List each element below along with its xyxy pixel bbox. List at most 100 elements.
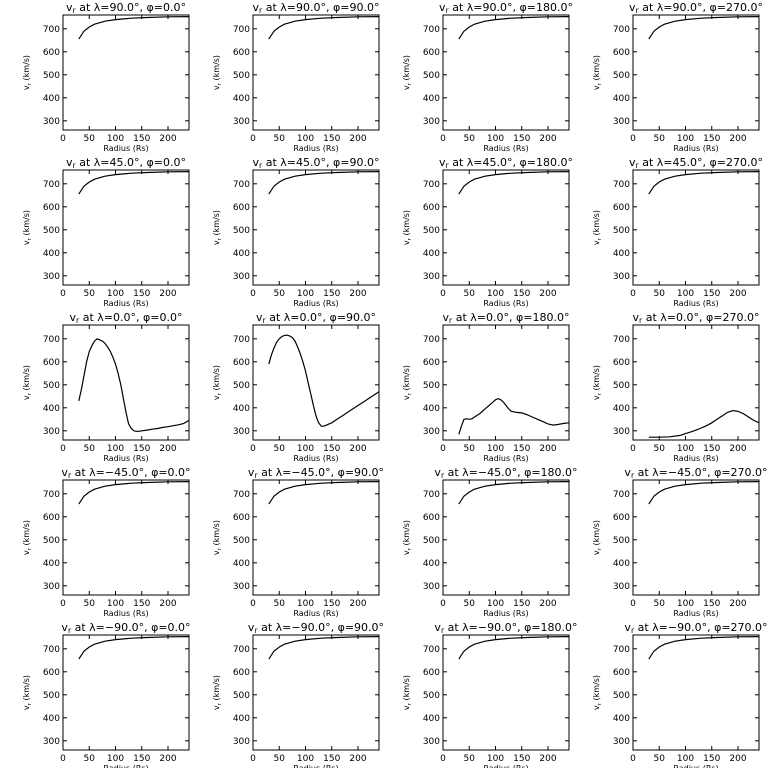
- plot-frame: [252, 479, 380, 596]
- y-tick-label: 500: [423, 536, 440, 546]
- y-tick-label: 600: [43, 48, 60, 58]
- y-tick-label: 600: [43, 668, 60, 678]
- x-axis-label: Radius (Rs): [103, 609, 148, 618]
- x-tick-label: 50: [274, 444, 286, 454]
- y-tick-label: 300: [613, 582, 630, 592]
- y-tick-label: 300: [43, 272, 60, 282]
- x-tick-label: 150: [513, 134, 530, 144]
- x-tick-label: 50: [84, 134, 96, 144]
- subplot-title: vr at λ=−45.0°, φ=180.0°: [434, 466, 577, 480]
- series-line: [648, 16, 760, 40]
- x-axis-label: Radius (Rs): [103, 454, 148, 463]
- y-tick-label: 400: [43, 714, 60, 724]
- x-axis-label: Radius (Rs): [103, 764, 148, 768]
- x-tick-label: 150: [133, 134, 150, 144]
- y-tick-label: 400: [423, 404, 440, 414]
- y-tick-label: 600: [233, 358, 250, 368]
- x-tick-label: 200: [729, 289, 746, 299]
- x-tick-label: 150: [703, 599, 720, 609]
- x-tick-label: 150: [703, 134, 720, 144]
- y-tick-label: 500: [613, 381, 630, 391]
- y-tick-label: 700: [233, 645, 250, 655]
- y-axis-label: vr (km/s): [212, 55, 223, 90]
- y-tick-label: 600: [423, 358, 440, 368]
- x-tick-label: 50: [84, 599, 96, 609]
- x-tick-label: 0: [250, 134, 256, 144]
- subplot-title: vr at λ=−90.0°, φ=180.0°: [434, 621, 577, 635]
- subplot-title: vr at λ=45.0°, φ=180.0°: [439, 156, 573, 170]
- subplot-4-2: vr at λ=−90.0°, φ=180.0° 0 50 100 150 200 300 4…: [402, 621, 578, 768]
- x-tick-label: 150: [133, 754, 150, 764]
- plot-frame: [442, 479, 570, 596]
- series-line: [78, 338, 190, 432]
- y-tick-label: 700: [423, 335, 440, 345]
- plot-frame: [632, 14, 760, 131]
- x-tick-label: 100: [297, 754, 314, 764]
- y-tick-label: 500: [613, 226, 630, 236]
- subplot-3-0: vr at λ=−45.0°, φ=0.0° 0 50 100 150 200 300 400…: [22, 466, 191, 618]
- plot-frame: [62, 14, 190, 131]
- y-axis-label: vr (km/s): [402, 210, 413, 245]
- y-tick-label: 500: [423, 381, 440, 391]
- x-tick-label: 50: [274, 754, 286, 764]
- series-line: [648, 409, 760, 438]
- y-axis-label: vr (km/s): [212, 520, 223, 555]
- x-tick-label: 0: [250, 754, 256, 764]
- x-tick-label: 0: [440, 754, 446, 764]
- plot-frame: [252, 324, 380, 441]
- x-axis-label: Radius (Rs): [293, 764, 338, 768]
- x-tick-label: 0: [630, 599, 636, 609]
- x-tick-label: 200: [159, 444, 176, 454]
- subplot-title: vr at λ=0.0°, φ=0.0°: [70, 311, 183, 325]
- plot-frame: [442, 169, 570, 286]
- y-tick-label: 400: [233, 249, 250, 259]
- y-tick-label: 600: [43, 513, 60, 523]
- subplot-0-1: vr at λ=90.0°, φ=90.0° 0 50 100 150 200 300 400…: [212, 1, 380, 153]
- subplot-1-2: vr at λ=45.0°, φ=180.0° 0 50 100 150 200 300 40…: [402, 156, 573, 308]
- y-tick-label: 500: [423, 226, 440, 236]
- y-axis-label: vr (km/s): [592, 675, 603, 710]
- x-tick-label: 200: [539, 134, 556, 144]
- y-tick-label: 700: [423, 180, 440, 190]
- y-tick-label: 300: [423, 582, 440, 592]
- plot-frame: [632, 169, 760, 286]
- x-tick-label: 100: [677, 754, 694, 764]
- y-tick-label: 300: [43, 427, 60, 437]
- y-tick-label: 600: [233, 513, 250, 523]
- y-axis-label: vr (km/s): [22, 365, 33, 400]
- x-tick-label: 0: [440, 444, 446, 454]
- x-tick-label: 0: [250, 289, 256, 299]
- x-tick-label: 150: [133, 289, 150, 299]
- y-axis-label: vr (km/s): [592, 365, 603, 400]
- subplot-0-2: vr at λ=90.0°, φ=180.0° 0 50 100 150 200 300 40…: [402, 1, 573, 153]
- y-tick-label: 400: [43, 94, 60, 104]
- y-tick-label: 700: [233, 180, 250, 190]
- x-tick-label: 0: [630, 444, 636, 454]
- x-tick-label: 150: [703, 754, 720, 764]
- series-line: [268, 16, 380, 40]
- x-tick-label: 150: [513, 754, 530, 764]
- y-tick-label: 700: [423, 25, 440, 35]
- y-axis-label: vr (km/s): [402, 365, 413, 400]
- series-line: [458, 636, 570, 660]
- x-tick-label: 200: [159, 134, 176, 144]
- y-tick-label: 500: [613, 691, 630, 701]
- y-tick-label: 300: [43, 117, 60, 127]
- y-tick-label: 400: [423, 559, 440, 569]
- subplot-title: vr at λ=45.0°, φ=0.0°: [66, 156, 186, 170]
- y-tick-label: 500: [43, 381, 60, 391]
- y-tick-label: 400: [233, 714, 250, 724]
- x-tick-label: 0: [630, 289, 636, 299]
- series-line: [458, 171, 570, 195]
- x-axis-label: Radius (Rs): [293, 299, 338, 308]
- subplot-1-0: vr at λ=45.0°, φ=0.0° 0 50 100 150 200 300 400 5…: [22, 156, 190, 308]
- x-tick-label: 200: [159, 754, 176, 764]
- plot-frame: [632, 634, 760, 751]
- subplot-title: vr at λ=−45.0°, φ=0.0°: [61, 466, 190, 480]
- y-tick-label: 600: [43, 358, 60, 368]
- y-tick-label: 400: [423, 249, 440, 259]
- x-tick-label: 0: [250, 444, 256, 454]
- series-line: [648, 171, 760, 195]
- plot-frame: [442, 324, 570, 441]
- y-tick-label: 700: [43, 180, 60, 190]
